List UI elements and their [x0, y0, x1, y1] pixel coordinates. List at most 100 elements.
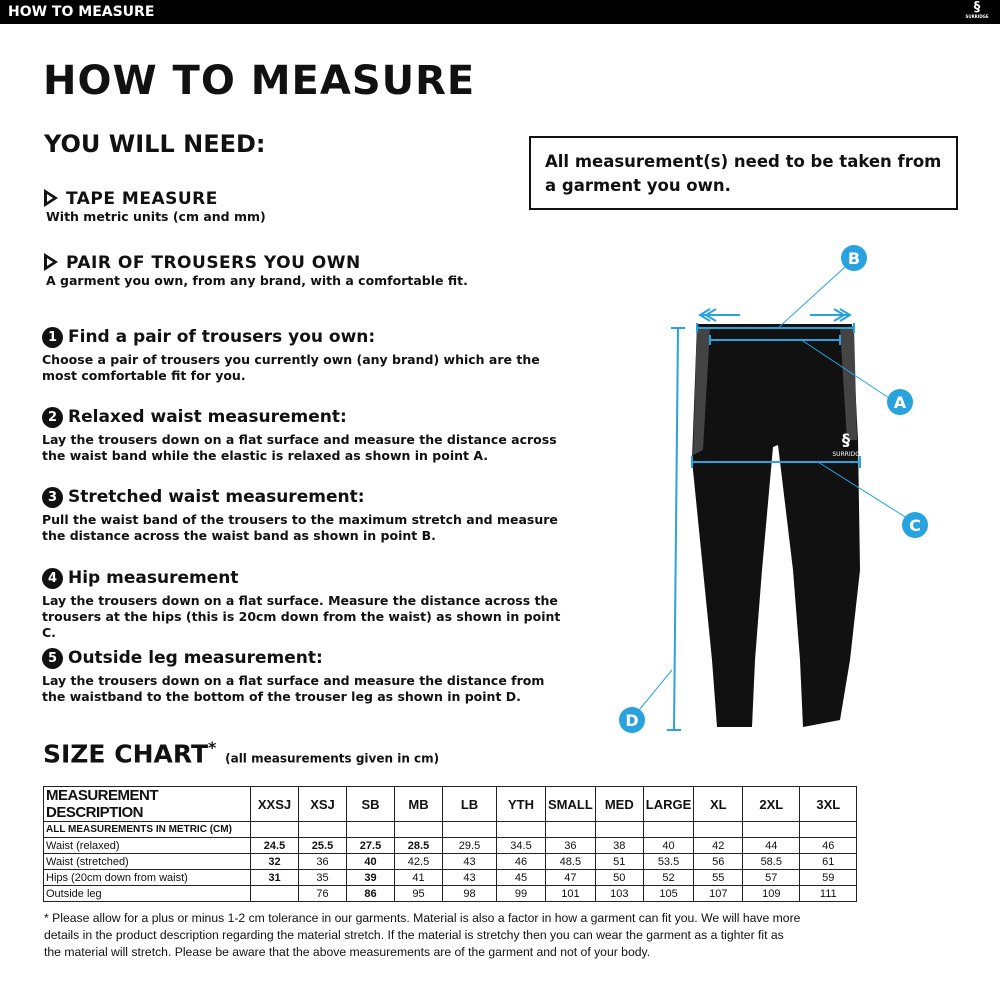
table-cell: 29.5 [442, 837, 497, 854]
label-a-marker: A [887, 389, 913, 415]
note-box: All measurement(s) need to be taken from… [529, 136, 958, 210]
table-cell: 76 [298, 885, 347, 902]
row-label: Hips (20cm down from waist) [43, 869, 251, 886]
table-cell: 109 [742, 885, 801, 902]
label-c-marker: C [902, 512, 928, 538]
label-d-marker: D [619, 707, 645, 733]
table-cell: 40 [346, 853, 395, 870]
step-1: 1 Find a pair of trousers you own: Choose … [42, 327, 540, 383]
need-item-trousers: PAIR OF TROUSERS YOU OWN A garment you o… [44, 253, 468, 288]
table-cell: 98 [442, 885, 497, 902]
table-cell: 46 [799, 837, 858, 854]
step-3: 3 Stretched waist measurement: Pull the wa… [42, 487, 558, 543]
row-label: Waist (stretched) [43, 853, 251, 870]
table-header-row: MEASUREMENT DESCRIPTION XXSJ XSJ SB MB LB YTH S… [43, 786, 858, 822]
table-cell [250, 885, 299, 902]
trousers-image: § SURRIDGE [692, 324, 864, 727]
empty-cell [394, 821, 443, 838]
you-will-need-heading: YOU WILL NEED: [44, 130, 266, 158]
table-cell: 24.5 [250, 837, 299, 854]
table-cell: 35 [298, 869, 347, 886]
table-cell: 103 [594, 885, 644, 902]
need-item-tape: TAPE MEASURE With metric units (cm and m… [44, 189, 266, 224]
table-cell: 40 [642, 837, 695, 854]
table-row: Waist (relaxed) 24.5 25.5 27.5 28.5 29.5 34.5 3… [43, 837, 858, 854]
table-cell: 56 [693, 853, 744, 870]
empty-cell [742, 821, 801, 838]
table-cell: 50 [594, 869, 644, 886]
table-subheader-row: ALL MEASUREMENTS IN METRIC (CM) [43, 821, 858, 838]
table-cell: 28.5 [394, 837, 443, 854]
step-4: 4 Hip measurement Lay the trousers down on… [42, 568, 561, 640]
table-cell: 42.5 [394, 853, 443, 870]
table-cell: 101 [545, 885, 596, 902]
play-triangle-icon [44, 189, 58, 207]
table-cell: 105 [642, 885, 695, 902]
table-cell: 95 [394, 885, 443, 902]
column-header: 2XL [742, 786, 801, 822]
svg-text:C: C [909, 516, 921, 535]
table-cell: 44 [742, 837, 801, 854]
column-header: MB [394, 786, 443, 822]
table-cell: 55 [693, 869, 744, 886]
table-row: Hips (20cm down from waist) 31 35 39 41 43 45 4… [43, 869, 858, 886]
column-header: XSJ [298, 786, 347, 822]
table-cell: 86 [346, 885, 395, 902]
table-cell: 38 [594, 837, 644, 854]
table-cell: 111 [799, 885, 858, 902]
table-cell: 53.5 [642, 853, 695, 870]
column-header: SB [346, 786, 395, 822]
empty-cell [594, 821, 644, 838]
svg-text:D: D [625, 711, 638, 730]
table-cell: 57 [742, 869, 801, 886]
table-cell: 99 [496, 885, 546, 902]
table-cell: 43 [442, 869, 497, 886]
top-bar: HOW TO MEASURE § SURRIDGE [0, 0, 1000, 24]
table-row: Outside leg 76 86 95 98 99 101 103 105 107 109 111 [43, 885, 858, 902]
play-triangle-icon [44, 253, 58, 271]
table-cell: 27.5 [346, 837, 395, 854]
empty-cell [496, 821, 546, 838]
empty-cell [642, 821, 695, 838]
table-row: Waist (stretched) 32 36 40 42.5 43 46 48.5 51 53.… [43, 853, 858, 870]
table-cell: 41 [394, 869, 443, 886]
column-header: XXSJ [250, 786, 299, 822]
table-cell: 107 [693, 885, 744, 902]
empty-cell [250, 821, 299, 838]
table-cell: 48.5 [545, 853, 596, 870]
table-cell: 31 [250, 869, 299, 886]
table-cell: 58.5 [742, 853, 801, 870]
svg-text:A: A [894, 393, 907, 412]
table-cell: 52 [642, 869, 695, 886]
table-cell: 51 [594, 853, 644, 870]
size-chart-table: MEASUREMENT DESCRIPTION XXSJ XSJ SB MB LB YTH S… [43, 786, 858, 902]
column-header: LB [442, 786, 497, 822]
empty-cell [298, 821, 347, 838]
table-cell: 59 [799, 869, 858, 886]
table-cell: 47 [545, 869, 596, 886]
column-header: LARGE [642, 786, 695, 822]
subheader-cell: ALL MEASUREMENTS IN METRIC (CM) [43, 821, 251, 838]
footnote: * Please allow for a plus or minus 1-2 c… [44, 911, 801, 959]
table-cell: 32 [250, 853, 299, 870]
column-header: MEASUREMENT DESCRIPTION [43, 786, 251, 822]
column-header: YTH [496, 786, 546, 822]
table-cell: 34.5 [496, 837, 546, 854]
surridge-logo: § SURRIDGE [965, 0, 989, 19]
empty-cell [346, 821, 395, 838]
size-chart-heading: SIZE CHART* (all measurements given in c… [43, 738, 440, 769]
row-label: Waist (relaxed) [43, 837, 251, 854]
page-title: HOW TO MEASURE [43, 58, 476, 104]
bar-title: HOW TO MEASURE [8, 4, 155, 20]
step-2: 2 Relaxed waist measurement: Lay the trous… [42, 407, 557, 463]
column-header: SMALL [545, 786, 596, 822]
svg-text:B: B [848, 249, 860, 268]
table-cell: 61 [799, 853, 858, 870]
svg-text:SURRIDGE: SURRIDGE [832, 451, 864, 458]
table-cell: 42 [693, 837, 744, 854]
empty-cell [545, 821, 596, 838]
table-cell: 25.5 [298, 837, 347, 854]
table-cell: 43 [442, 853, 497, 870]
trousers-diagram: § SURRIDGE B A C D [619, 245, 928, 733]
label-b-marker: B [841, 245, 867, 271]
